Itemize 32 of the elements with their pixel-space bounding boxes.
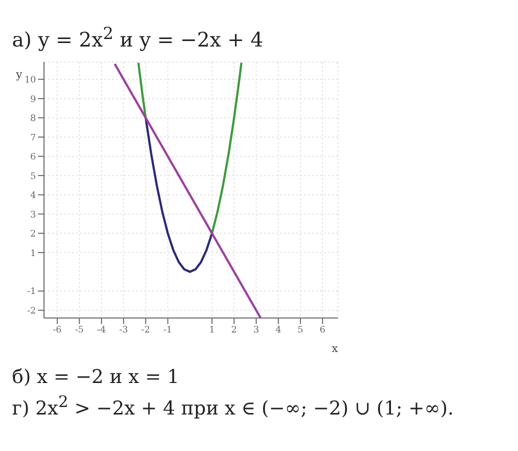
text: б) x = −2 и x = 1: [11, 364, 180, 388]
y-tick-label: 7: [30, 132, 36, 143]
x-tick-label: -1: [163, 325, 172, 336]
x-tick-label: 2: [231, 325, 237, 336]
x-tick-label: -4: [97, 325, 106, 336]
chart-title: а) y = 2x$^{2}$ и y = −2x + 4: [11, 23, 264, 52]
y-tick-label: 9: [30, 94, 36, 104]
x-axis-title: x: [332, 342, 339, 355]
y-tick-label: 10: [24, 75, 36, 86]
y-tick-label: 1: [30, 248, 36, 258]
x-tick-label: -6: [52, 325, 62, 336]
y-tick-label: 4: [30, 190, 36, 201]
x-tick-label: 6: [320, 325, 326, 336]
line-series: [144, 116, 214, 273]
y-tick-label: 8: [30, 114, 36, 124]
y-tick-label: 2: [30, 229, 36, 240]
x-tick-label: -5: [74, 325, 84, 336]
line-series: [137, 62, 147, 119]
y-axis-title: y: [15, 67, 23, 80]
text: г) 2x$^{2}$ > −2x + 4 при x ∈ (−∞; −2) ∪ (1; +∞).: [11, 390, 455, 419]
x-tick-label: 4: [275, 325, 282, 336]
y-tick-label: 6: [30, 152, 36, 162]
y-tick-label: -1: [27, 286, 36, 297]
x-tick-label: -2: [141, 325, 150, 336]
y-tick-label: 3: [30, 210, 36, 220]
x-tick-label: 1: [209, 325, 215, 336]
x-tick-label: -3: [119, 325, 128, 336]
y-tick-label: -2: [27, 306, 36, 316]
y-tick-label: 5: [30, 171, 36, 182]
line-series: [210, 62, 242, 234]
x-tick-label: 5: [298, 325, 304, 336]
x-tick-label: 3: [253, 325, 260, 336]
